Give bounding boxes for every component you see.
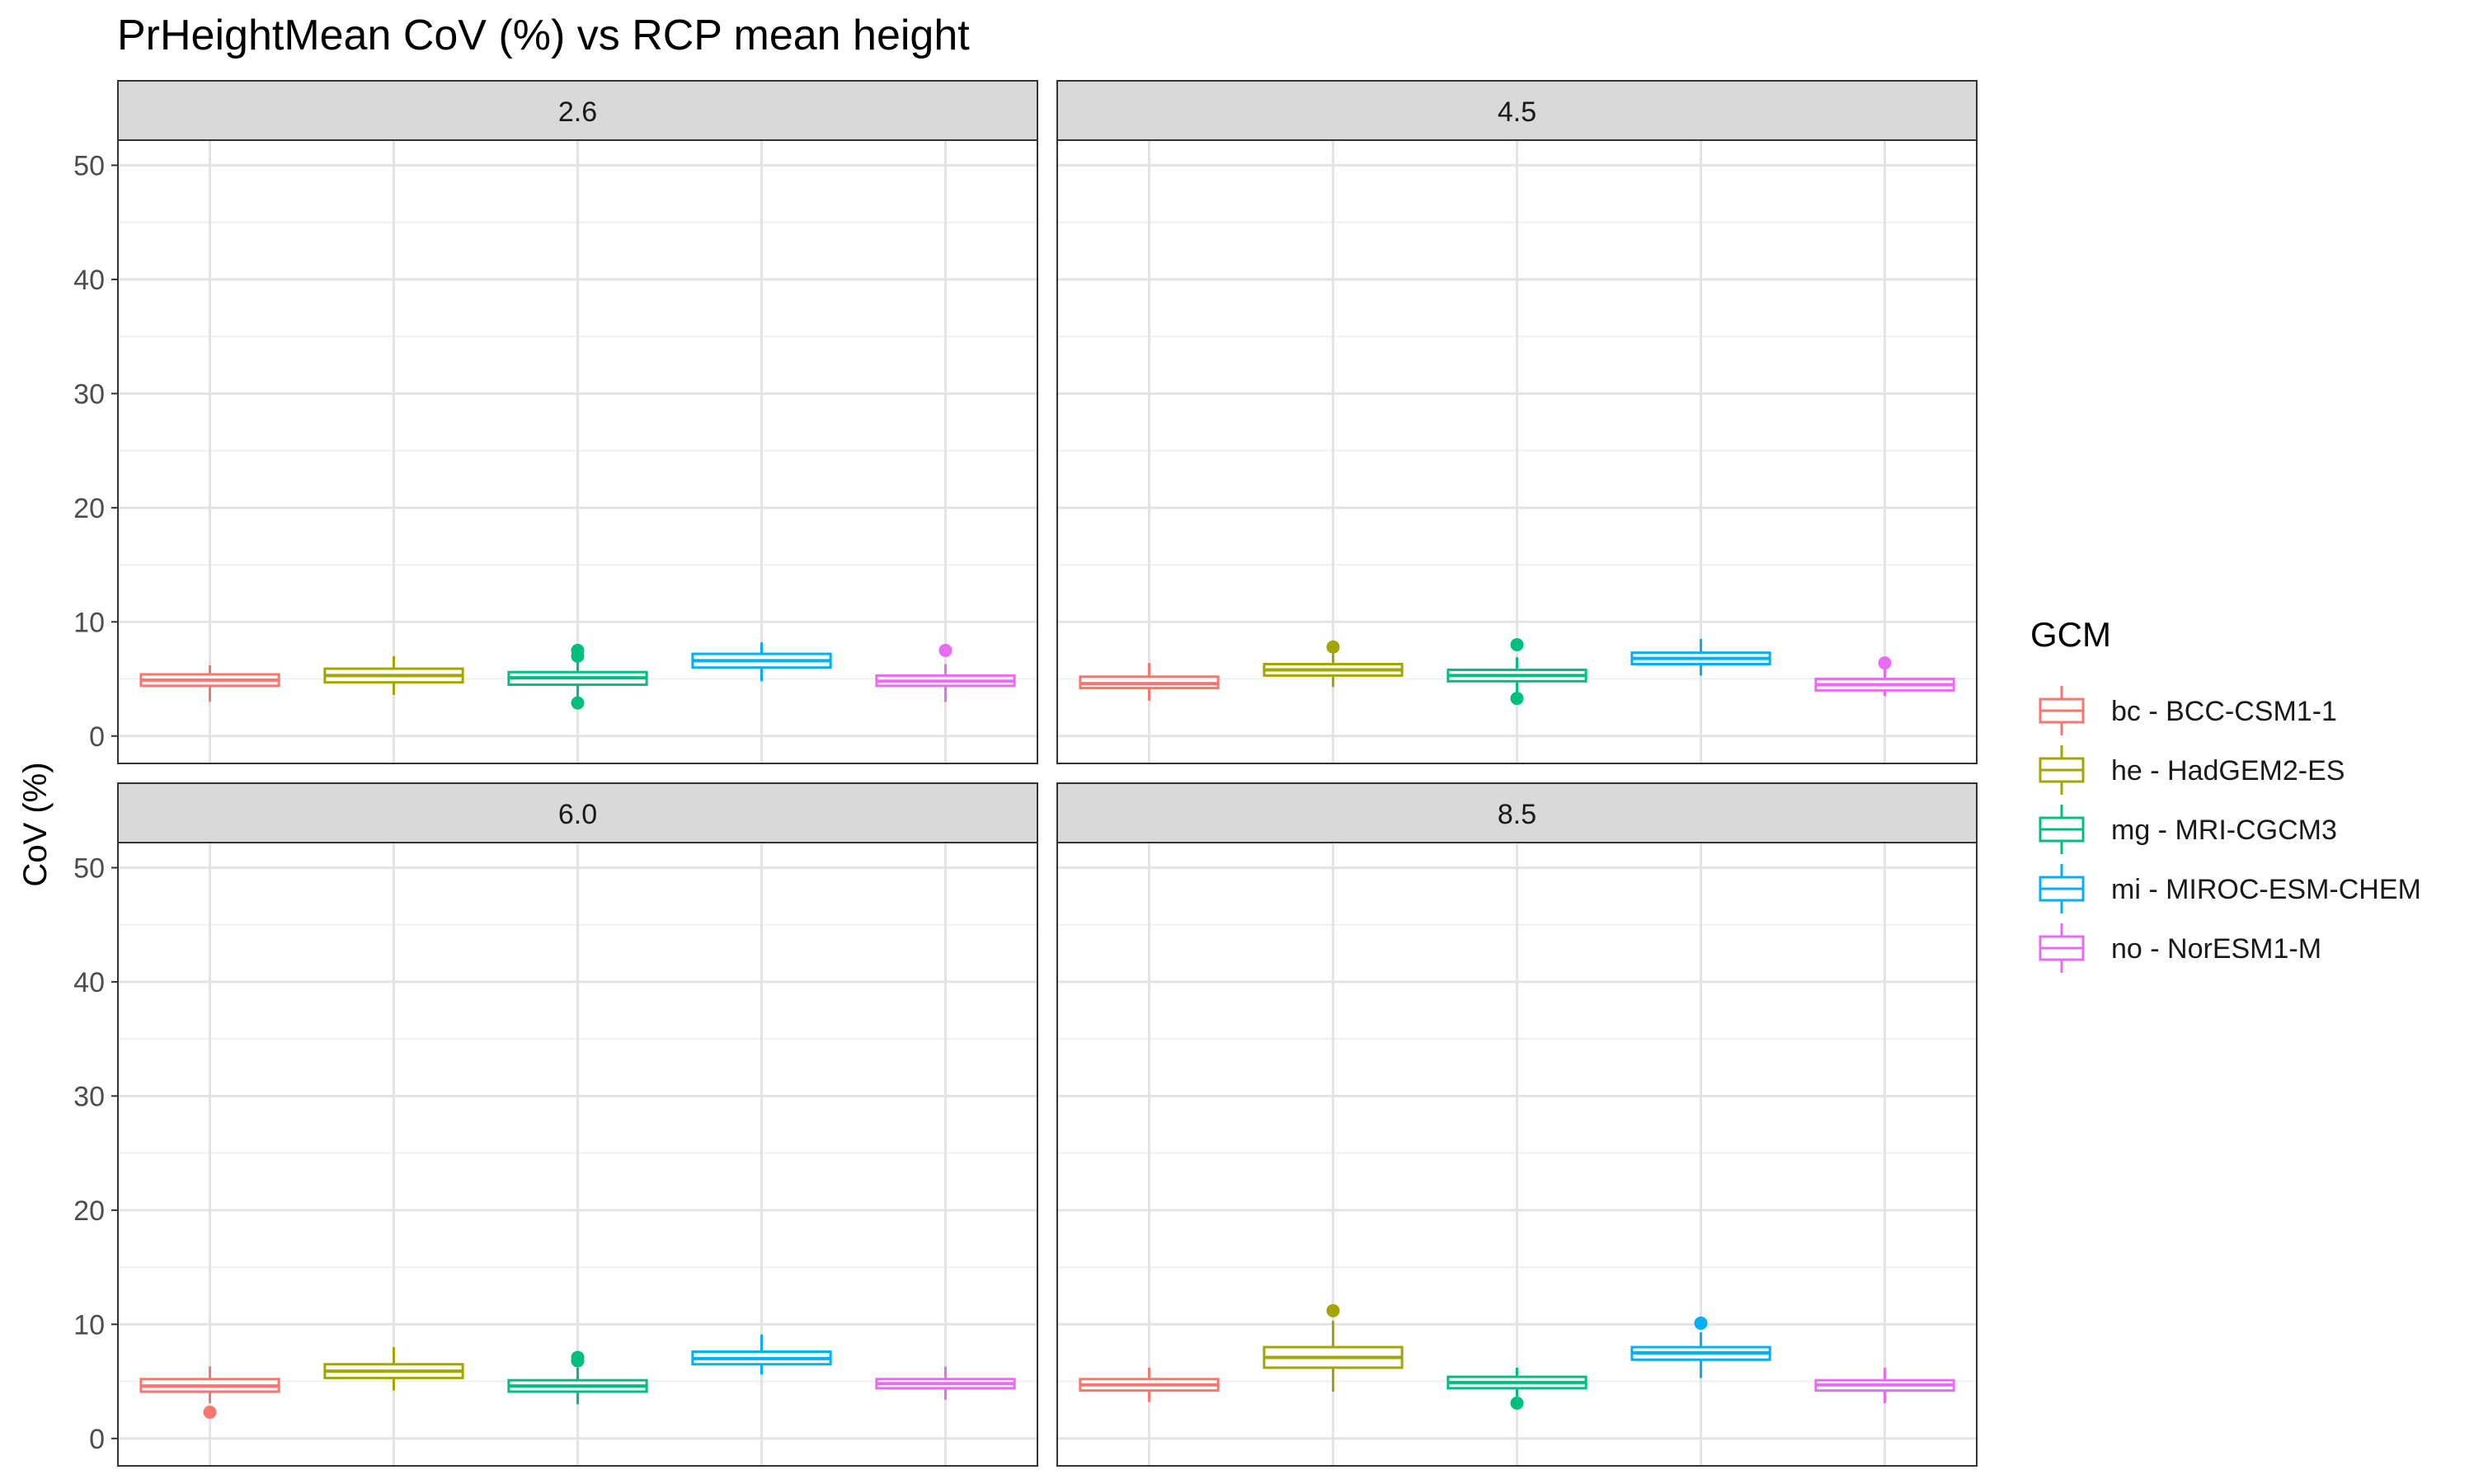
y-tick-label: 0 bbox=[89, 721, 105, 753]
legend-label: no - NorESM1-M bbox=[2111, 933, 2321, 965]
facet-strip-label: 6.0 bbox=[558, 799, 597, 830]
box-no bbox=[875, 643, 1016, 702]
outlier-point bbox=[1326, 1303, 1340, 1317]
outlier-point bbox=[1510, 692, 1524, 706]
y-tick-label: 10 bbox=[73, 607, 105, 638]
outlier-point bbox=[571, 1350, 585, 1364]
facet-strip-label: 2.6 bbox=[558, 96, 597, 128]
box-he bbox=[323, 655, 464, 695]
outlier-point bbox=[571, 643, 585, 657]
outlier-point bbox=[1694, 1316, 1708, 1330]
y-tick-label: 0 bbox=[89, 1424, 105, 1455]
box-mi bbox=[691, 1334, 832, 1375]
outlier-point bbox=[1326, 640, 1340, 654]
box-mi bbox=[1630, 1316, 1771, 1378]
y-tick-label: 30 bbox=[73, 378, 105, 410]
legend-label: mi - MIROC-ESM-CHEM bbox=[2111, 874, 2421, 905]
legend-item: no - NorESM1-M bbox=[2039, 923, 2321, 973]
legend-item: mi - MIROC-ESM-CHEM bbox=[2039, 864, 2421, 913]
facet-strip-label: 8.5 bbox=[1498, 799, 1536, 830]
box-bc bbox=[139, 1366, 280, 1419]
y-tick-label: 50 bbox=[73, 852, 105, 884]
legend-label: mg - MRI-CGCM3 bbox=[2111, 815, 2337, 846]
legend-label: he - HadGEM2-ES bbox=[2111, 755, 2345, 787]
outlier-point bbox=[1878, 656, 1892, 670]
legend-title: GCM bbox=[2030, 615, 2111, 654]
outlier-point bbox=[203, 1405, 217, 1419]
box-mg bbox=[1446, 1367, 1587, 1410]
facet-panels: 2.6 0 10 20 30 40 50 4.5 6.0 0 10 20 30 40 50 8.5 bbox=[73, 80, 1978, 1467]
facet-strip bbox=[1056, 80, 1978, 141]
box-no bbox=[875, 1366, 1016, 1400]
facet-panel-6-0: 6.0 0 10 20 30 40 50 bbox=[73, 782, 1038, 1467]
facet-strip-label: 4.5 bbox=[1498, 96, 1536, 128]
chart-title: PrHeightMean CoV (%) vs RCP mean height bbox=[117, 12, 970, 59]
outlier-point bbox=[1510, 638, 1524, 651]
facet-panel-4-5: 4.5 bbox=[1056, 80, 1978, 764]
panel-border bbox=[117, 139, 1038, 764]
y-tick-label: 30 bbox=[73, 1081, 105, 1112]
facet-panel-2-6: 2.6 0 10 20 30 40 50 bbox=[73, 80, 1038, 764]
facet-strip bbox=[117, 80, 1038, 141]
outlier-point bbox=[571, 696, 585, 710]
legend-item: bc - BCC-CSM1-1 bbox=[2039, 686, 2337, 735]
panel-border bbox=[117, 842, 1038, 1467]
box-mg bbox=[507, 1350, 648, 1405]
y-axis-title: CoV (%) bbox=[17, 762, 54, 886]
box-bc bbox=[1079, 663, 1220, 701]
outlier-point bbox=[1510, 1396, 1524, 1410]
box-he bbox=[1263, 640, 1404, 688]
legend: GCM bc - BCC-CSM1-1 he - HadGEM2-ES mg - MR… bbox=[2030, 615, 2421, 973]
box-no bbox=[1814, 656, 1955, 697]
legend-item: mg - MRI-CGCM3 bbox=[2039, 805, 2337, 854]
box-bc bbox=[1079, 1367, 1220, 1402]
panel-border bbox=[1056, 139, 1978, 764]
facet-panel-8-5: 8.5 bbox=[1056, 782, 1978, 1467]
outlier-point bbox=[938, 643, 952, 657]
y-tick-label: 50 bbox=[73, 150, 105, 181]
box-mg bbox=[1446, 638, 1587, 706]
box-mi bbox=[1630, 639, 1771, 676]
y-tick-label: 40 bbox=[73, 265, 105, 296]
box-he bbox=[323, 1347, 464, 1391]
box-no bbox=[1814, 1367, 1955, 1403]
box-he bbox=[1263, 1303, 1404, 1392]
legend-item: he - HadGEM2-ES bbox=[2039, 745, 2345, 795]
panel-border bbox=[1056, 842, 1978, 1467]
y-tick-label: 20 bbox=[73, 1195, 105, 1227]
box-bc bbox=[139, 665, 280, 702]
box-mi bbox=[691, 642, 832, 682]
y-tick-label: 10 bbox=[73, 1309, 105, 1341]
y-tick-label: 20 bbox=[73, 493, 105, 524]
facet-strip bbox=[1056, 782, 1978, 843]
box-mg bbox=[507, 643, 648, 710]
y-tick-label: 40 bbox=[73, 967, 105, 998]
legend-label: bc - BCC-CSM1-1 bbox=[2111, 696, 2337, 727]
